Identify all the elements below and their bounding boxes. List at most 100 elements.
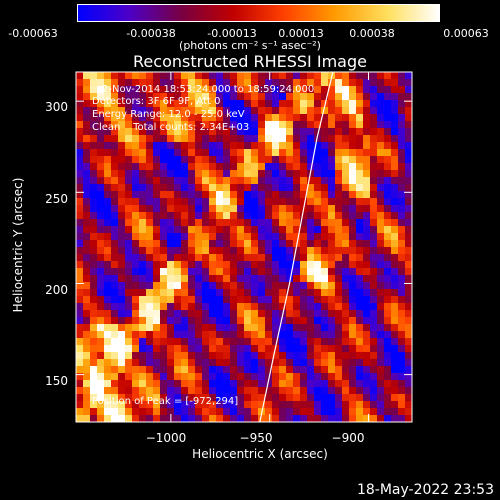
heatmap-cell	[251, 240, 259, 248]
heatmap-cell	[251, 303, 259, 311]
heatmap-cell	[195, 205, 203, 213]
heatmap-cell	[97, 296, 105, 304]
heatmap-cell	[118, 163, 126, 171]
heatmap-cell	[160, 107, 168, 115]
heatmap-cell	[335, 373, 343, 381]
heatmap-cell	[216, 100, 224, 108]
heatmap-cell	[321, 415, 329, 423]
heatmap-cell	[370, 387, 378, 395]
heatmap-cell	[174, 212, 182, 220]
heatmap-cell	[216, 380, 224, 388]
heatmap-cell	[153, 128, 161, 136]
heatmap-cell	[328, 359, 336, 367]
heatmap-cell	[153, 275, 161, 283]
heatmap-cell	[377, 233, 385, 241]
heatmap-cell	[167, 170, 175, 178]
heatmap-cell	[118, 114, 126, 122]
heatmap-cell	[76, 114, 84, 122]
heatmap-cell	[272, 394, 280, 402]
heatmap-cell	[335, 317, 343, 325]
heatmap-cell	[307, 380, 315, 388]
heatmap-cell	[272, 254, 280, 262]
heatmap-cell	[279, 289, 287, 297]
heatmap-cell	[328, 191, 336, 199]
heatmap-cell	[139, 72, 147, 80]
heatmap-cell	[118, 387, 126, 395]
heatmap-cell	[293, 415, 301, 423]
heatmap-cell	[202, 359, 210, 367]
heatmap-cell	[398, 142, 406, 150]
heatmap-cell	[377, 156, 385, 164]
heatmap-cell	[356, 107, 364, 115]
heatmap-cell	[216, 317, 224, 325]
heatmap-cell	[265, 331, 273, 339]
heatmap-cell	[83, 415, 91, 423]
heatmap-cell	[90, 247, 98, 255]
heatmap-cell	[188, 156, 196, 164]
heatmap-cell	[146, 198, 154, 206]
heatmap-cell	[279, 205, 287, 213]
heatmap-cell	[377, 163, 385, 171]
heatmap-cell	[83, 394, 91, 402]
heatmap-cell	[356, 121, 364, 129]
heatmap-cell	[230, 205, 238, 213]
heatmap-cell	[405, 100, 413, 108]
heatmap-cell	[125, 135, 133, 143]
heatmap-cell	[132, 296, 140, 304]
heatmap-cell	[398, 324, 406, 332]
heatmap-cell	[230, 338, 238, 346]
heatmap-cell	[272, 226, 280, 234]
heatmap-cell	[293, 408, 301, 416]
heatmap-cell	[398, 303, 406, 311]
heatmap-cell	[279, 345, 287, 353]
heatmap-cell	[153, 366, 161, 374]
heatmap-cell	[104, 331, 112, 339]
heatmap-cell	[111, 310, 119, 318]
heatmap-cell	[272, 282, 280, 290]
heatmap-cell	[300, 282, 308, 290]
heatmap-cell	[230, 380, 238, 388]
heatmap-cell	[97, 198, 105, 206]
heatmap-cell	[398, 184, 406, 192]
heatmap-cell	[349, 289, 357, 297]
heatmap-cell	[195, 177, 203, 185]
heatmap-cell	[230, 352, 238, 360]
heatmap-cell	[342, 331, 350, 339]
heatmap-cell	[251, 212, 259, 220]
heatmap-cell	[300, 93, 308, 101]
heatmap-cell	[286, 156, 294, 164]
heatmap-cell	[377, 191, 385, 199]
heatmap-cell	[223, 191, 231, 199]
heatmap-cell	[97, 170, 105, 178]
heatmap-cell	[356, 401, 364, 409]
heatmap-cell	[237, 366, 245, 374]
heatmap-cell	[97, 352, 105, 360]
heatmap-cell	[244, 247, 252, 255]
heatmap-cell	[167, 156, 175, 164]
heatmap-cell	[265, 359, 273, 367]
heatmap-cell	[146, 163, 154, 171]
heatmap-cell	[230, 184, 238, 192]
heatmap-cell	[237, 352, 245, 360]
heatmap-cell	[146, 240, 154, 248]
heatmap-cell	[195, 268, 203, 276]
heatmap-cell	[195, 415, 203, 423]
heatmap-cell	[307, 317, 315, 325]
heatmap-cell	[97, 93, 105, 101]
heatmap-cell	[118, 156, 126, 164]
heatmap-cell	[349, 338, 357, 346]
heatmap-cell	[118, 289, 126, 297]
heatmap-cell	[76, 86, 84, 94]
heatmap-cell	[258, 79, 266, 87]
heatmap-cell	[384, 128, 392, 136]
heatmap-cell	[272, 149, 280, 157]
heatmap-cell	[195, 121, 203, 129]
heatmap-cell	[258, 254, 266, 262]
heatmap-cell	[349, 310, 357, 318]
heatmap-cell	[307, 177, 315, 185]
heatmap-cell	[167, 198, 175, 206]
heatmap-cell	[244, 331, 252, 339]
heatmap-cell	[293, 226, 301, 234]
heatmap-cell	[370, 205, 378, 213]
heatmap-cell	[76, 317, 84, 325]
